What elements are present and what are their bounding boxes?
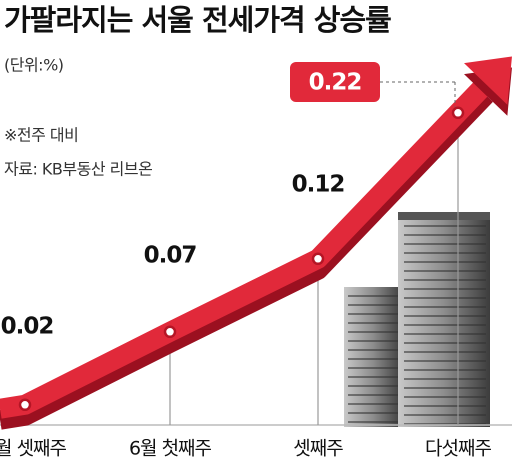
note: ※전주 대비: [4, 126, 78, 145]
chart-title: 가팔라지는 서울 전세가격 상승률: [4, 3, 391, 37]
x-tick-label: 5월 셋째주: [0, 438, 67, 460]
value-label: 0.12: [292, 171, 345, 197]
source: 자료: KB부동산 리브온: [4, 160, 152, 179]
value-label: 0.02: [1, 313, 54, 339]
x-tick-label: 다섯째주: [425, 438, 491, 460]
label-box: [290, 62, 380, 102]
point: [18, 398, 32, 412]
point: [451, 106, 465, 120]
point: [163, 325, 177, 339]
point: [311, 252, 325, 266]
value-label: 0.22: [309, 70, 362, 96]
x-tick-label: 6월 첫째주: [129, 438, 212, 460]
x-tick-label: 셋째주: [293, 438, 343, 460]
value-label: 0.07: [144, 242, 197, 268]
arrow-head: [464, 56, 512, 105]
buildings: [344, 212, 490, 427]
subtitle: (단위:%): [4, 56, 64, 75]
